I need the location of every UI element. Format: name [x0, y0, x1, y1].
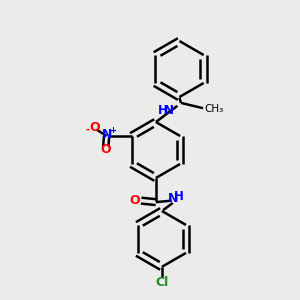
Text: +: +	[110, 126, 117, 135]
Text: H: H	[158, 104, 167, 117]
Text: H: H	[174, 190, 184, 203]
Text: N: N	[167, 192, 178, 206]
Text: Cl: Cl	[155, 276, 168, 289]
Text: O: O	[100, 143, 111, 156]
Text: O: O	[89, 121, 100, 134]
Text: N: N	[101, 128, 112, 141]
Text: CH₃: CH₃	[204, 104, 223, 114]
Text: N: N	[164, 104, 174, 118]
Text: O: O	[129, 194, 140, 207]
Text: -: -	[86, 125, 90, 135]
